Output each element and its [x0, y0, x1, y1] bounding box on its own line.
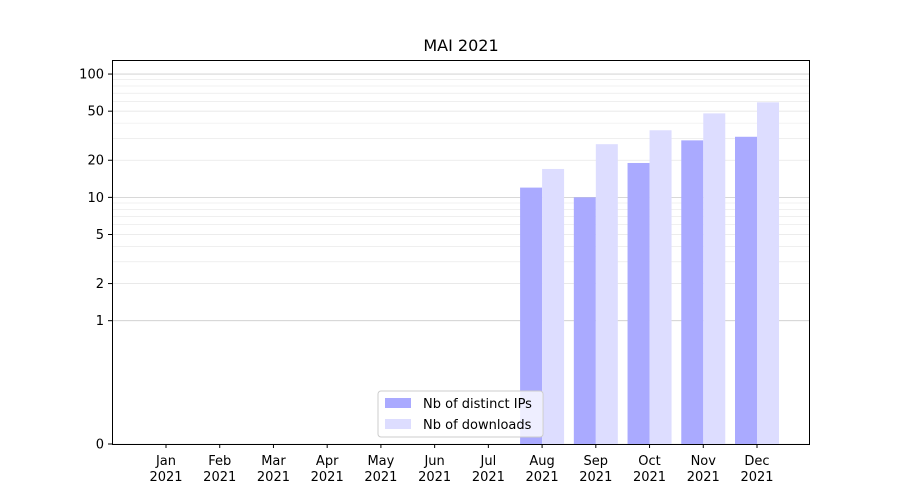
- y-tick-label: 2: [96, 277, 104, 292]
- bar-distinct-ips: [681, 140, 704, 444]
- y-tick-label: 50: [87, 105, 104, 120]
- y-tick-label: 0: [96, 438, 104, 453]
- bar-distinct-ips: [520, 187, 543, 445]
- legend-swatch: [385, 419, 411, 429]
- bar-downloads: [649, 130, 672, 445]
- x-tick-label: Jun 2021: [418, 454, 451, 485]
- y-tick-label: 5: [96, 228, 104, 243]
- legend-label: Nb of distinct IPs: [423, 397, 532, 412]
- y-tick-label: 1: [96, 314, 104, 329]
- x-tick-label: Feb 2021: [203, 454, 236, 485]
- legend-swatch: [385, 398, 411, 408]
- x-tick-label: Sep 2021: [579, 454, 612, 485]
- x-tick-label: Nov 2021: [687, 454, 720, 485]
- plot-frame: [112, 60, 810, 445]
- x-tick-label: Oct 2021: [633, 454, 666, 485]
- legend: Nb of distinct IPs Nb of downloads: [377, 390, 544, 438]
- bar-downloads: [542, 168, 565, 444]
- bar-downloads: [703, 113, 726, 445]
- y-tick-label: 100: [79, 68, 104, 83]
- x-tick-label: Dec 2021: [740, 454, 773, 485]
- bar-distinct-ips: [735, 136, 757, 444]
- x-tick-label: Jan 2021: [149, 454, 182, 485]
- y-axis: 0 1 2 5 10 20 50 100: [79, 68, 112, 453]
- y-tick-label: 20: [87, 154, 104, 169]
- x-tick-label: Apr 2021: [311, 454, 344, 485]
- x-tick-label: Mar 2021: [257, 454, 290, 485]
- y-tick-label: 10: [87, 191, 104, 206]
- chart-title: MAI 2021: [423, 36, 498, 55]
- x-axis: Jan 2021 Feb 2021 Mar 2021 Apr 2021 May 2021 Jun 20…: [149, 444, 774, 485]
- x-tick-label: May 2021: [364, 454, 397, 485]
- bars: [520, 102, 779, 445]
- bar-distinct-ips: [627, 162, 650, 444]
- bar-distinct-ips: [573, 197, 596, 444]
- legend-box: [377, 390, 544, 438]
- bar-downloads: [757, 102, 779, 445]
- legend-label: Nb of downloads: [423, 418, 532, 433]
- x-tick-label: Aug 2021: [526, 454, 559, 485]
- bar-downloads: [595, 144, 618, 444]
- x-tick-label: Jul 2021: [472, 454, 505, 485]
